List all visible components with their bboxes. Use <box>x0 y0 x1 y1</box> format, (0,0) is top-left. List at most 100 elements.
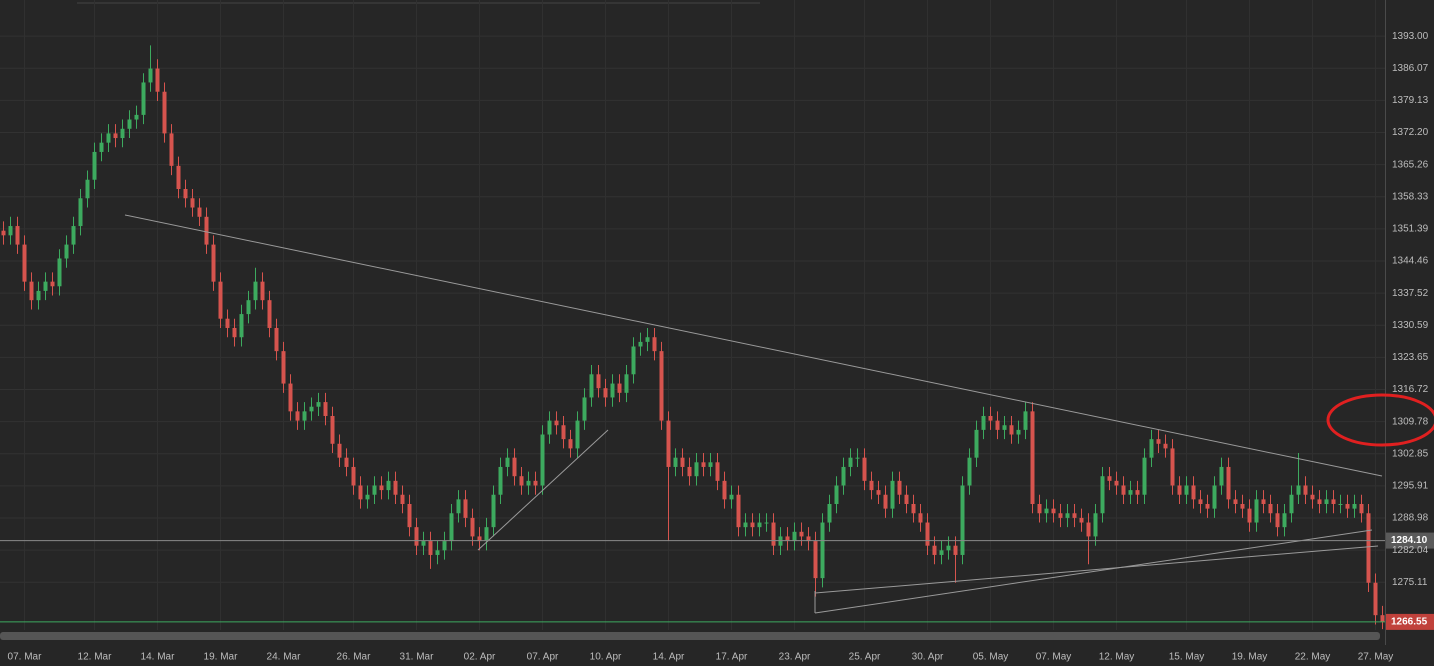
candle-body <box>862 457 867 481</box>
candle-body <box>771 522 776 546</box>
candle-body <box>883 494 888 509</box>
candle-body <box>1023 411 1028 430</box>
candle-body <box>498 466 503 495</box>
candle-body <box>1163 443 1168 449</box>
candle-body <box>1100 476 1105 514</box>
candle-body <box>113 133 118 139</box>
x-tick-label: 07. Mar <box>8 652 43 663</box>
candle-body <box>1331 499 1336 504</box>
candle-body <box>1359 504 1364 514</box>
candle-body <box>533 480 538 486</box>
candle-body <box>568 439 573 449</box>
candle-body <box>239 314 244 338</box>
candle-body <box>547 420 552 435</box>
y-tick-label: 1330.59 <box>1392 320 1429 331</box>
y-tick-label: 1316.72 <box>1392 384 1429 395</box>
candle-body <box>295 411 300 421</box>
candle-body <box>617 383 622 393</box>
candle-body <box>302 411 307 421</box>
candle-body <box>1219 466 1224 486</box>
candle-body <box>344 457 349 467</box>
candle-body <box>1072 513 1077 518</box>
candle-body <box>925 522 930 546</box>
y-tick-label: 1309.78 <box>1392 416 1429 427</box>
candle-body <box>8 226 13 236</box>
candle-body <box>813 541 818 579</box>
candle-body <box>638 341 643 347</box>
candle-body <box>1009 425 1014 435</box>
candle-body <box>225 318 230 328</box>
candle-body <box>64 244 69 259</box>
x-tick-label: 22. May <box>1295 652 1331 663</box>
y-tick-label: 1386.07 <box>1392 63 1429 74</box>
y-tick-label: 1288.98 <box>1392 513 1429 524</box>
candle-body <box>1170 448 1175 486</box>
trendline <box>814 529 1373 614</box>
candle-body <box>1317 499 1322 504</box>
candle-body <box>1 230 6 236</box>
candle-body <box>1086 522 1091 537</box>
candle-body <box>197 207 202 217</box>
trendline <box>477 429 609 551</box>
candle-body <box>351 466 356 486</box>
x-tick-label: 19. May <box>1232 652 1268 663</box>
candle-body <box>1275 513 1280 528</box>
scrollbar[interactable] <box>0 632 1380 640</box>
candle-body <box>827 504 832 523</box>
candle-body <box>372 485 377 495</box>
candle-body <box>806 536 811 542</box>
x-tick-label: 05. May <box>973 652 1009 663</box>
candle-body <box>673 457 678 467</box>
candle-body <box>260 281 265 301</box>
candle-body <box>750 522 755 528</box>
y-tick-label: 1295.91 <box>1392 481 1429 492</box>
candle-body <box>1338 504 1343 505</box>
candle-body <box>400 494 405 504</box>
candle-body <box>1149 439 1154 458</box>
price-label: 1266.55 <box>1391 617 1428 628</box>
candle-body <box>120 128 125 139</box>
candle-body <box>932 545 937 555</box>
candle-body <box>918 513 923 523</box>
y-tick-label: 1358.33 <box>1392 191 1429 202</box>
candle-body <box>316 402 321 407</box>
candle-body <box>323 402 328 416</box>
x-tick-label: 07. Apr <box>527 652 559 663</box>
candle-body <box>757 522 762 528</box>
candle-body <box>988 415 993 421</box>
candle-body <box>1114 480 1119 486</box>
y-tick-label: 1275.11 <box>1392 577 1428 588</box>
price-lines: 1284.10 1266.55 <box>0 532 1434 630</box>
candle-body <box>22 244 27 282</box>
candle-body <box>666 420 671 467</box>
candle-body <box>484 527 489 542</box>
candle-body <box>365 494 370 500</box>
candle-body <box>792 531 797 542</box>
candle-body <box>421 541 426 546</box>
candle-body <box>50 281 55 287</box>
candle-body <box>1191 485 1196 500</box>
candle-body <box>43 281 48 291</box>
candle-body <box>169 133 174 166</box>
candle-body <box>330 415 335 444</box>
candle-body <box>1058 513 1063 518</box>
candle-body <box>960 485 965 555</box>
candle-body <box>1107 476 1112 481</box>
candle-body <box>1079 517 1084 523</box>
candle-body <box>1205 504 1210 509</box>
candle-body <box>1282 513 1287 528</box>
candle-body <box>708 462 713 467</box>
candle-body <box>561 425 566 440</box>
candle-body <box>1128 490 1133 495</box>
x-tick-label: 30. Apr <box>912 652 944 663</box>
candle-body <box>309 406 314 412</box>
candle-body <box>379 485 384 491</box>
candle-body <box>652 337 657 352</box>
candle-body <box>442 541 447 551</box>
candle-body <box>148 68 153 83</box>
candle-body <box>337 443 342 458</box>
candle-body <box>435 550 440 555</box>
candle-body <box>680 457 685 467</box>
y-tick-label: 1365.26 <box>1392 159 1429 170</box>
